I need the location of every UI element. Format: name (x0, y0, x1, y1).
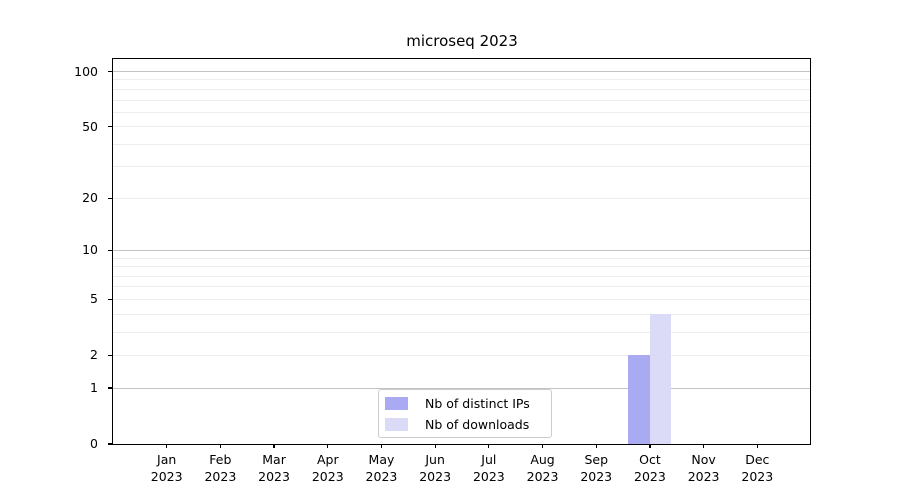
legend-swatch-distinct-ips (385, 396, 408, 410)
chart-title: microseq 2023 (406, 32, 518, 50)
y-minor-grid-line (113, 126, 811, 128)
legend: Nb of distinct IPs Nb of downloads (378, 389, 552, 438)
x-tick-mark (273, 444, 275, 448)
y-tick-mark (108, 298, 113, 301)
y-minor-grid-line (113, 275, 811, 277)
y-minor-grid-line (113, 266, 811, 268)
legend-label-distinct-ips: Nb of distinct IPs (425, 395, 530, 411)
x-tick-label: May 2023 (365, 452, 398, 484)
y-tick-label: 100 (74, 63, 98, 79)
x-tick-label: Apr 2023 (311, 452, 344, 484)
x-tick-mark (595, 444, 597, 448)
legend-item-distinct-ips: Nb of distinct IPs (385, 396, 551, 411)
y-minor-grid-line (113, 111, 811, 113)
x-tick-label: Jul 2023 (472, 452, 505, 484)
y-tick-label: 0 (90, 436, 98, 451)
x-tick-label: Jan 2023 (150, 452, 183, 484)
x-tick-label: Jun 2023 (419, 452, 452, 484)
x-tick-label: Nov 2023 (687, 452, 720, 484)
x-tick-mark (649, 444, 651, 448)
bar-nb-of-distinct-ips (628, 355, 650, 444)
y-tick-mark (108, 443, 113, 445)
y-minor-grid-line (113, 298, 811, 300)
legend-label-downloads: Nb of downloads (425, 416, 530, 432)
legend-item-downloads: Nb of downloads (385, 417, 551, 432)
y-tick-label: 2 (90, 347, 98, 363)
y-major-grid-line (113, 387, 811, 389)
x-tick-mark (541, 444, 544, 448)
x-tick-mark (488, 444, 490, 448)
y-minor-grid-line (113, 88, 811, 90)
y-tick-mark (108, 197, 113, 199)
y-minor-grid-line (113, 99, 811, 101)
y-tick-label: 50 (82, 118, 98, 134)
y-tick-mark (108, 354, 113, 356)
y-minor-grid-line (113, 257, 811, 259)
y-minor-grid-line (113, 197, 811, 199)
x-tick-mark (434, 444, 436, 448)
y-tick-mark (108, 70, 113, 73)
y-minor-grid-line (113, 313, 811, 315)
y-major-grid-line (113, 71, 811, 73)
y-tick-label: 10 (82, 242, 98, 258)
legend-swatch-downloads (385, 417, 408, 431)
bar-nb-of-downloads (649, 314, 672, 444)
x-tick-label: Mar 2023 (258, 452, 290, 484)
x-tick-mark (327, 444, 329, 448)
y-minor-grid-line (113, 143, 811, 145)
x-tick-label: Sep 2023 (580, 452, 613, 484)
y-minor-grid-line (113, 286, 811, 288)
x-tick-mark (756, 444, 758, 448)
x-tick-label: Dec 2023 (741, 452, 774, 484)
x-tick-mark (702, 444, 705, 448)
y-tick-mark (108, 249, 113, 252)
y-minor-grid-line (113, 331, 811, 333)
y-minor-grid-line (113, 354, 811, 356)
x-tick-mark (219, 444, 222, 448)
x-tick-mark (166, 444, 168, 448)
x-tick-mark (380, 444, 383, 448)
x-tick-label: Aug 2023 (526, 452, 559, 484)
y-tick-label: 5 (90, 291, 98, 307)
x-tick-label: Oct 2023 (634, 452, 666, 484)
x-tick-label: Feb 2023 (204, 452, 237, 484)
y-tick-label: 20 (82, 190, 98, 206)
y-tick-label: 1 (90, 380, 98, 396)
y-tick-mark (108, 387, 113, 389)
y-minor-grid-line (113, 166, 811, 168)
y-major-grid-line (113, 249, 811, 251)
y-tick-mark (108, 126, 113, 128)
y-minor-grid-line (113, 79, 811, 81)
